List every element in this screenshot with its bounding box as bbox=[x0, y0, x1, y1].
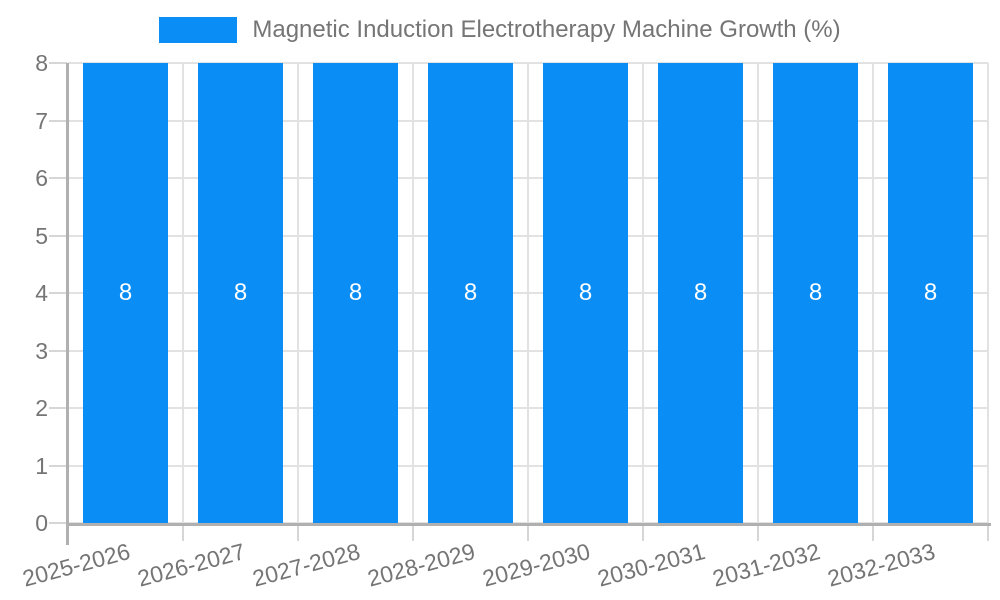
x-tick-mark bbox=[412, 523, 414, 541]
x-tick-mark bbox=[182, 523, 184, 541]
bar-value-label: 8 bbox=[233, 279, 248, 306]
legend-label: Magnetic Induction Electrotherapy Machin… bbox=[252, 16, 841, 43]
legend-swatch bbox=[159, 17, 238, 43]
bar[interactable]: 8 bbox=[313, 63, 398, 523]
bar[interactable]: 8 bbox=[83, 63, 168, 523]
x-tick-mark bbox=[642, 523, 644, 541]
x-gridline bbox=[182, 63, 184, 523]
y-tick-mark bbox=[49, 234, 67, 237]
y-tick-label: 3 bbox=[35, 337, 48, 364]
x-gridline bbox=[987, 63, 989, 523]
bar-value-label: 8 bbox=[578, 279, 593, 306]
y-tick-mark bbox=[49, 177, 67, 179]
y-axis-line bbox=[66, 63, 69, 545]
bar[interactable]: 8 bbox=[198, 63, 283, 523]
bar-value-label: 8 bbox=[463, 279, 478, 306]
bar[interactable]: 8 bbox=[428, 63, 513, 523]
bar[interactable]: 8 bbox=[888, 63, 973, 523]
y-tick-mark bbox=[49, 119, 67, 122]
chart-legend[interactable]: Magnetic Induction Electrotherapy Machin… bbox=[0, 16, 1000, 44]
y-tick-mark bbox=[49, 522, 67, 524]
x-tick-mark bbox=[297, 523, 299, 541]
y-tick-mark bbox=[49, 292, 67, 294]
y-tick-label: 2 bbox=[35, 395, 48, 421]
y-tick-label: 8 bbox=[35, 50, 48, 76]
y-tick-mark bbox=[49, 407, 67, 409]
x-tick-mark bbox=[987, 523, 989, 541]
bar-value-label: 8 bbox=[808, 279, 823, 306]
x-tick-mark bbox=[757, 523, 759, 541]
bar-value-label: 8 bbox=[348, 279, 363, 306]
y-tick-mark bbox=[49, 62, 67, 64]
y-tick-label: 5 bbox=[35, 222, 48, 249]
x-axis-line bbox=[66, 523, 991, 526]
x-tick-mark bbox=[527, 523, 529, 541]
y-tick-label: 7 bbox=[35, 107, 48, 134]
bar-value-label: 8 bbox=[693, 279, 708, 306]
x-gridline bbox=[757, 63, 759, 523]
y-tick-label: 6 bbox=[35, 165, 48, 191]
x-gridline bbox=[872, 63, 874, 523]
y-tick-mark bbox=[49, 464, 67, 467]
x-gridline bbox=[297, 63, 299, 523]
x-gridline bbox=[412, 63, 414, 523]
bar-value-label: 8 bbox=[923, 279, 938, 306]
bar[interactable]: 8 bbox=[658, 63, 743, 523]
x-gridline bbox=[642, 63, 644, 523]
bar[interactable]: 8 bbox=[543, 63, 628, 523]
bar-value-label: 8 bbox=[118, 279, 133, 306]
y-tick-label: 0 bbox=[35, 510, 48, 536]
x-tick-mark bbox=[872, 523, 874, 541]
x-gridline bbox=[527, 63, 529, 523]
y-tick-label: 1 bbox=[35, 452, 48, 479]
bar[interactable]: 8 bbox=[773, 63, 858, 523]
y-tick-mark bbox=[49, 349, 67, 352]
y-tick-label: 4 bbox=[35, 280, 48, 306]
